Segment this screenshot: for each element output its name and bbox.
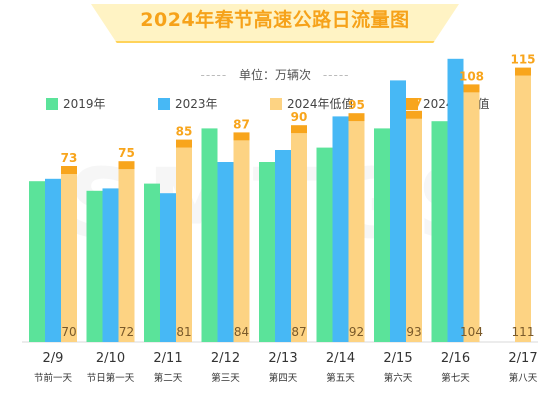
bar-2019-2/15 — [374, 128, 390, 342]
tick-day-2/13: 第四天 — [269, 372, 298, 384]
bar-2024-high-2/13 — [291, 125, 307, 134]
label-2024-low-2/12: 84 — [234, 325, 249, 339]
bar-2023-2/10 — [102, 188, 119, 342]
bar-2024-low-2/14 — [348, 121, 365, 342]
label-2024-high-2/17: 115 — [510, 53, 535, 67]
tick-day-2/11: 第二天 — [154, 372, 183, 384]
label-2024-low-2/11: 81 — [176, 325, 191, 339]
bar-2019-2/12 — [201, 128, 218, 342]
tick-day-2/16: 第七天 — [441, 372, 470, 384]
legend-swatch-2023 — [158, 97, 170, 110]
label-2024-high-2/13: 90 — [291, 110, 308, 124]
bar-2023-2/9 — [45, 178, 61, 342]
bar-2024-high-2/11 — [176, 139, 192, 148]
label-2024-high-2/9: 73 — [61, 151, 78, 165]
legend-swatch-2024-low — [270, 97, 282, 110]
legend-label-2019: 2019年 — [63, 97, 106, 111]
legend-item-2019: 2019年 — [46, 95, 106, 112]
bar-2024-low-2/10 — [118, 169, 135, 342]
unit-line: ----- 单位：万辆次 ----- — [0, 66, 550, 83]
label-2024-low-2/13: 87 — [291, 325, 306, 339]
bar-2024-low-2/15 — [406, 118, 422, 342]
unit-label: 单位：万辆次 — [238, 68, 311, 82]
legend-label-2023: 2023年 — [175, 97, 218, 111]
label-2024-low-2/15: 93 — [406, 325, 421, 339]
tick-date-2/13: 2/13 — [268, 351, 297, 366]
bar-2024-high-2/10 — [118, 161, 135, 170]
tick-date-2/9: 2/9 — [43, 351, 64, 366]
legend-swatch-2024-high — [406, 97, 418, 110]
label-2024-high-2/14: 95 — [348, 98, 365, 112]
tick-day-2/15: 第六天 — [384, 372, 413, 384]
bar-2023-2/12 — [217, 162, 234, 342]
bar-2024-low-2/16 — [463, 92, 480, 343]
tick-day-2/10: 节日第一天 — [87, 372, 135, 384]
tick-date-2/14: 2/14 — [326, 351, 355, 366]
bar-2024-low-2/9 — [61, 174, 77, 342]
tick-date-2/17: 2/17 — [508, 351, 537, 366]
label-2024-high-2/10: 75 — [118, 146, 135, 160]
bar-2019-2/9 — [29, 181, 45, 342]
bar-2023-2/16 — [447, 58, 464, 343]
label-2024-low-2/14: 92 — [349, 325, 364, 339]
unit-dash-left: ----- — [200, 68, 228, 82]
bar-2019-2/11 — [144, 183, 160, 342]
label-2024-low-2/17: 111 — [512, 325, 535, 339]
bar-2024-low-2/17 — [515, 75, 531, 342]
label-2024-low-2/9: 70 — [61, 325, 76, 339]
tick-date-2/16: 2/16 — [441, 351, 470, 366]
bar-2024-high-2/17 — [515, 67, 531, 76]
tick-date-2/11: 2/11 — [153, 351, 182, 366]
chart-title: 2024年春节高速公路日流量图 — [140, 9, 410, 31]
tick-date-2/12: 2/12 — [211, 351, 240, 366]
bar-2024-high-2/14 — [348, 113, 365, 122]
legend-item-2024-low: 2024年低值 — [270, 95, 354, 112]
bar-2023-2/14 — [332, 116, 349, 343]
bar-2024-high-2/12 — [233, 132, 250, 141]
label-2024-low-2/10: 72 — [119, 325, 134, 339]
legend-swatch-2019 — [46, 97, 58, 110]
unit-dash-right: ----- — [322, 68, 350, 82]
bar-2024-low-2/11 — [176, 147, 192, 342]
bar-2023-2/11 — [160, 193, 176, 342]
tick-day-2/17: 第八天 — [509, 372, 538, 384]
bar-2024-high-2/9 — [61, 166, 77, 174]
label-2024-high-2/12: 87 — [233, 117, 250, 131]
bar-2019-2/13 — [259, 162, 275, 342]
legend-label-2024-low: 2024年低值 — [287, 97, 354, 111]
bar-2023-2/13 — [275, 150, 291, 342]
bar-2024-high-2/15 — [406, 110, 422, 119]
label-2024-low-2/16: 104 — [460, 325, 483, 339]
bar-2024-high-2/16 — [463, 84, 480, 93]
legend-item-2023: 2023年 — [158, 95, 218, 112]
title-banner — [91, 4, 459, 43]
label-2024-high-2/16: 108 — [459, 69, 484, 83]
tick-date-2/15: 2/15 — [383, 351, 412, 366]
bar-2023-2/15 — [390, 80, 406, 343]
label-2024-high-2/15: 97 — [406, 96, 423, 110]
bar-2019-2/10 — [86, 190, 103, 342]
label-2024-high-2/11: 85 — [176, 125, 193, 139]
bar-2024-low-2/12 — [233, 140, 250, 342]
tick-day-2/12: 第三天 — [211, 372, 240, 384]
tick-day-2/9: 节前一天 — [34, 372, 73, 384]
bar-2024-low-2/13 — [291, 133, 307, 342]
bar-2019-2/14 — [316, 147, 333, 342]
tick-date-2/10: 2/10 — [96, 351, 125, 366]
bar-2019-2/16 — [431, 121, 448, 342]
tick-day-2/14: 第五天 — [326, 372, 355, 384]
